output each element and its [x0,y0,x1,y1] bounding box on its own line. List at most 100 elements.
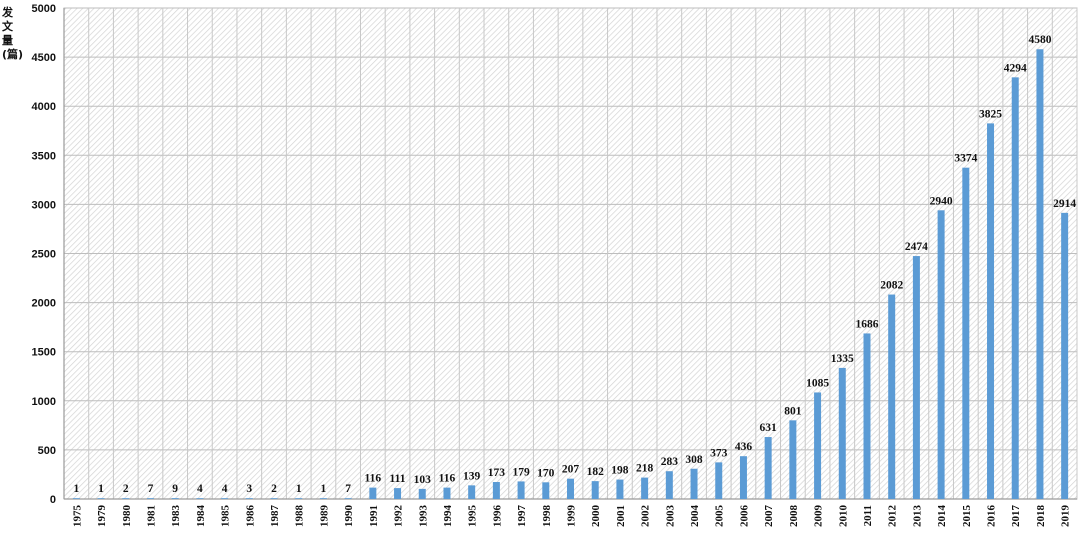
x-tick-label: 1986 [244,505,256,528]
x-tick-label: 2001 [615,505,627,527]
data-label: 2940 [930,195,953,207]
data-label: 2914 [1053,198,1076,210]
y-tick-label: 1500 [32,347,56,359]
data-label: 4 [197,483,203,495]
x-tick-label: 1998 [541,505,553,528]
data-label: 631 [760,422,778,434]
x-tick-label: 1975 [71,505,83,528]
data-label: 4294 [1004,62,1027,74]
y-tick-labels: 0 500 1000 1500 2000 2500 3000 3500 4000 4500 5000 [32,3,56,506]
x-tick-label: 1987 [269,505,281,528]
data-label: 1 [321,483,327,495]
bar [196,498,204,499]
y-tick-label: 3500 [32,150,56,162]
x-tick-label: 2019 [1060,505,1072,528]
data-label: 3825 [979,108,1002,120]
y-tick-label: 2500 [32,249,56,261]
x-tick-label: 1979 [96,505,108,528]
data-label: 1 [98,483,104,495]
x-tick-label: 2009 [813,505,825,528]
bar [122,498,130,499]
x-tick-label: 1996 [491,505,503,528]
data-label: 3374 [954,153,977,165]
bars [72,49,1069,500]
bar [1036,49,1044,500]
bar [418,488,426,499]
x-tick-label: 1983 [170,505,182,528]
x-tick-label: 1993 [417,505,429,528]
bar [468,485,476,499]
bar [270,498,278,499]
x-tick-label: 1995 [467,505,479,528]
bar [690,468,698,499]
y-axis-title: 发文量(篇) [2,6,24,61]
bar [789,420,797,499]
y-tick-label: 2000 [32,298,56,310]
data-label: 3 [246,483,252,495]
bar [814,392,822,499]
bar [567,478,574,499]
x-tick-labels: 1975 1979 1980 1981 1983 1984 1985 1986 1987 1988… [71,505,1071,528]
bar [912,256,920,499]
data-label: 9 [172,483,178,495]
y-tick-label: 500 [38,445,56,457]
x-tick-label: 1985 [220,505,232,528]
data-label: 7 [148,483,154,495]
x-tick-label: 1994 [442,505,454,528]
y-tick-label: 5000 [32,3,56,15]
y-tick-label: 4500 [32,52,56,64]
data-labels: 1 1 2 7 9 4 4 3 2 1 1 7 116 111 103 116 139 173 179 170 207 1… [73,34,1076,495]
bar [319,498,327,499]
x-tick-label: 1981 [145,505,157,527]
bar [171,498,179,499]
bar [369,487,377,499]
data-label: 218 [636,463,654,475]
x-tick-label: 2005 [714,505,726,528]
x-tick-label: 2018 [1035,505,1047,528]
y-tick-label: 1000 [32,396,56,408]
x-tick-label: 1991 [368,505,380,527]
x-tick-label: 2016 [986,505,998,528]
grid-lines [63,7,1078,500]
bar [591,481,599,499]
x-tick-label: 2004 [689,505,701,528]
x-tick-label: 2010 [837,505,849,528]
data-label: 139 [463,470,481,482]
bar [616,479,624,499]
x-tick-label: 2007 [763,505,775,528]
bar [937,210,945,500]
bar [542,482,550,499]
x-tick-label: 2017 [1010,505,1022,528]
x-tick-label: 2006 [738,505,750,528]
bar [739,456,747,499]
data-label: 1085 [806,377,829,389]
bar [962,167,970,499]
data-label: 373 [710,447,728,459]
data-label: 170 [537,467,555,479]
data-label: 2 [123,483,129,495]
bar [221,498,229,499]
x-tick-label: 2002 [640,505,652,528]
data-label: 4580 [1028,34,1051,46]
x-tick-label: 2015 [961,505,973,528]
data-label: 308 [685,454,703,466]
bar [492,482,500,499]
x-tick-label: 2003 [664,505,676,528]
x-tick-label: 1997 [516,505,528,528]
x-tick-label: 2014 [936,505,948,528]
data-label: 1 [73,483,79,495]
bar [146,498,154,499]
x-tick-label: 2012 [887,505,899,528]
bar [443,487,451,499]
data-label: 2 [271,483,277,495]
data-label: 179 [512,466,530,478]
data-label: 111 [390,473,406,485]
bar [245,498,253,499]
bar [665,471,673,499]
bar [888,294,896,499]
x-tick-label: 2008 [788,505,800,528]
data-label: 1335 [831,353,854,365]
bar [295,498,303,499]
data-label: 116 [365,473,382,485]
y-tick-label: 0 [50,494,56,506]
